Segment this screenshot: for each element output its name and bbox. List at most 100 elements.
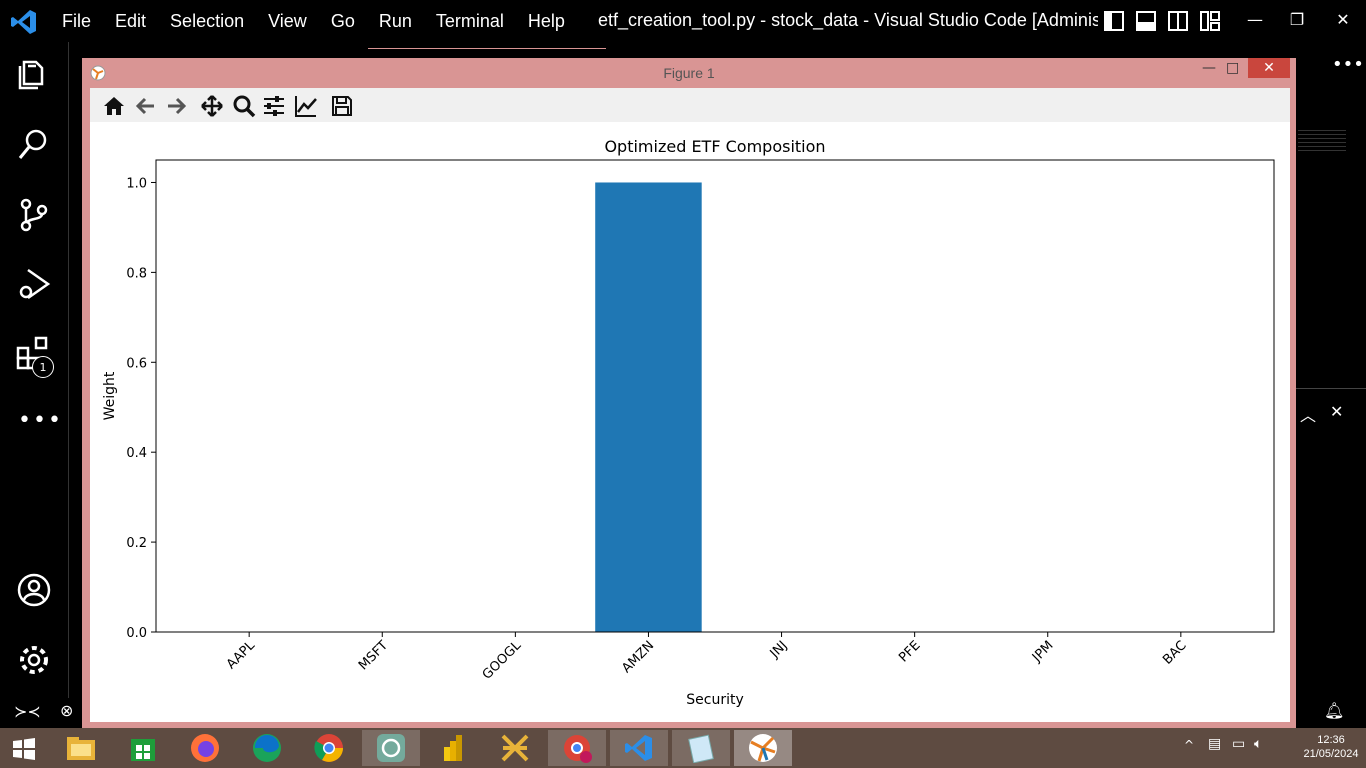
more-icon[interactable]: •••: [18, 408, 63, 433]
customize-layout-icon[interactable]: [1200, 11, 1220, 31]
taskbar-matplotlib[interactable]: [734, 730, 792, 766]
vscode-taskbar-icon: [625, 735, 652, 761]
sidebar-border: [68, 42, 69, 698]
edge-icon: [253, 734, 281, 762]
x-tick-label-amzn: AMZN: [619, 638, 657, 676]
toggle-sidebar-icon[interactable]: [1104, 11, 1124, 31]
x-tick-label-aapl: AAPL: [224, 638, 259, 673]
tray-overflow-icon[interactable]: ^: [1184, 738, 1195, 752]
x-tick-label-jpm: JPM: [1029, 638, 1056, 665]
home-icon[interactable]: [102, 94, 126, 118]
problems-icon[interactable]: ⊗: [60, 701, 74, 720]
windows-start-icon[interactable]: [12, 737, 36, 761]
settings-gear-icon[interactable]: [16, 642, 52, 678]
minimize-button[interactable]: —: [1247, 10, 1263, 29]
bar-amzn: [595, 182, 702, 632]
menu-edit[interactable]: Edit: [115, 10, 147, 31]
toggle-secondary-sidebar-icon[interactable]: [1168, 11, 1188, 31]
taskbar-edge[interactable]: [238, 730, 296, 766]
forward-arrow-icon[interactable]: [164, 94, 188, 118]
maximize-panel-icon[interactable]: ︿: [1300, 406, 1317, 425]
back-arrow-icon[interactable]: [134, 94, 158, 118]
notepad-icon: [688, 734, 714, 763]
y-ticks: 0.0 0.2 0.4 0.6 0.8 1.0: [126, 176, 156, 641]
save-figure-icon[interactable]: [330, 94, 354, 118]
x-tick-label-bac: BAC: [1160, 638, 1189, 667]
vscode-logo-icon: [11, 10, 36, 34]
menu-view[interactable]: View: [268, 10, 307, 31]
figure-toolbar: [90, 88, 1290, 122]
chrome-icon: [314, 734, 343, 762]
folder-icon: [67, 737, 95, 760]
close-panel-icon[interactable]: ✕: [1330, 402, 1344, 421]
zoom-magnifier-icon[interactable]: [232, 94, 256, 118]
x-axis-label: Security: [686, 692, 744, 708]
search-icon[interactable]: [16, 126, 52, 162]
taskbar-notepad[interactable]: [672, 730, 730, 766]
window-title: etf_creation_tool.py - stock_data - Visu…: [598, 10, 1098, 30]
figure-titlebar: Figure 1 — □ ✕: [82, 58, 1296, 88]
powerbi-icon: [444, 735, 462, 761]
taskbar-powerbi[interactable]: [424, 730, 482, 766]
extensions-badge: 1: [32, 356, 54, 378]
taskbar-store[interactable]: [114, 730, 172, 766]
bars-group: [595, 182, 702, 632]
tab-indicator: [368, 48, 606, 49]
menu-go[interactable]: Go: [330, 10, 355, 31]
menu-file[interactable]: File: [62, 10, 92, 31]
menu-help[interactable]: Help: [527, 10, 565, 31]
taskbar-vscode[interactable]: [610, 730, 668, 766]
figure-minimize-button[interactable]: —: [1202, 60, 1216, 76]
x-tick-label-pfe: PFE: [896, 638, 923, 665]
toggle-panel-icon[interactable]: [1136, 11, 1156, 31]
y-tick-label: 0.2: [126, 536, 147, 551]
chart-title: Optimized ETF Composition: [604, 137, 825, 156]
taskbar-network-tool[interactable]: [486, 730, 544, 766]
taskbar-chrome[interactable]: [300, 730, 358, 766]
figure-canvas: Optimized ETF Composition 0.0 0.2 0.4 0.6 0.…: [90, 122, 1290, 722]
network-tool-icon: [501, 734, 529, 762]
taskbar-chatgpt[interactable]: [362, 730, 420, 766]
taskbar-file-explorer[interactable]: [52, 730, 110, 766]
close-button[interactable]: ✕: [1336, 10, 1350, 29]
x-tick-label-googl: GOOGL: [480, 638, 525, 683]
tray-volume-icon[interactable]: 🔈︎: [1254, 736, 1263, 752]
minimap: [1298, 130, 1346, 154]
source-control-icon[interactable]: [16, 196, 52, 232]
taskbar-firefox[interactable]: [176, 730, 234, 766]
explorer-icon[interactable]: [16, 56, 52, 92]
x-tick-label-jnj: JNJ: [767, 638, 791, 662]
menu-selection[interactable]: Selection: [170, 10, 245, 31]
menu-run[interactable]: Run: [378, 10, 412, 31]
clock-time: 12:36: [1317, 734, 1345, 746]
more-actions-icon[interactable]: •••: [1332, 54, 1364, 75]
y-axis-label: Weight: [102, 371, 118, 420]
x-tick-label-msft: MSFT: [356, 638, 391, 673]
chrome-profile-icon: [564, 735, 592, 763]
taskbar-chrome-profile[interactable]: [548, 730, 606, 766]
remote-icon[interactable]: ≻≺: [14, 702, 41, 721]
minimap-panel: ︿ ✕ •••: [1296, 42, 1366, 698]
tray-display-icon[interactable]: ▭: [1232, 736, 1246, 752]
activity-bar: 1 •••: [0, 42, 68, 698]
bar-chart: Optimized ETF Composition 0.00.20.40.60.…: [102, 137, 1275, 708]
edit-axis-icon[interactable]: [294, 94, 318, 118]
configure-subplots-icon[interactable]: [262, 94, 286, 118]
y-tick-label: 0.8: [126, 266, 147, 281]
plot-frame: [155, 159, 1275, 633]
notifications-bell-icon[interactable]: 🔔︎: [1324, 701, 1345, 720]
tray-clock[interactable]: 12:36 21/05/2024: [1296, 733, 1366, 761]
figure-close-button[interactable]: ✕: [1248, 58, 1290, 78]
tray-network-icon[interactable]: ▤: [1208, 736, 1222, 752]
run-debug-icon[interactable]: [16, 266, 52, 302]
matplotlib-logo-icon: [90, 65, 106, 81]
restore-button[interactable]: ❐: [1289, 10, 1305, 29]
x-ticks: AAPL MSFT GOOGL AMZN JNJ PFE JPM BAC: [224, 632, 1190, 683]
y-tick-label: 0.6: [126, 356, 147, 371]
menu-terminal[interactable]: Terminal: [435, 10, 504, 31]
windows-taskbar: ^ ▤ ▭ 🔈︎: [0, 728, 1366, 768]
account-icon[interactable]: [16, 572, 52, 608]
pan-move-icon[interactable]: [200, 94, 224, 118]
y-tick-label: 0.4: [126, 446, 147, 461]
figure-maximize-button[interactable]: □: [1226, 60, 1240, 76]
